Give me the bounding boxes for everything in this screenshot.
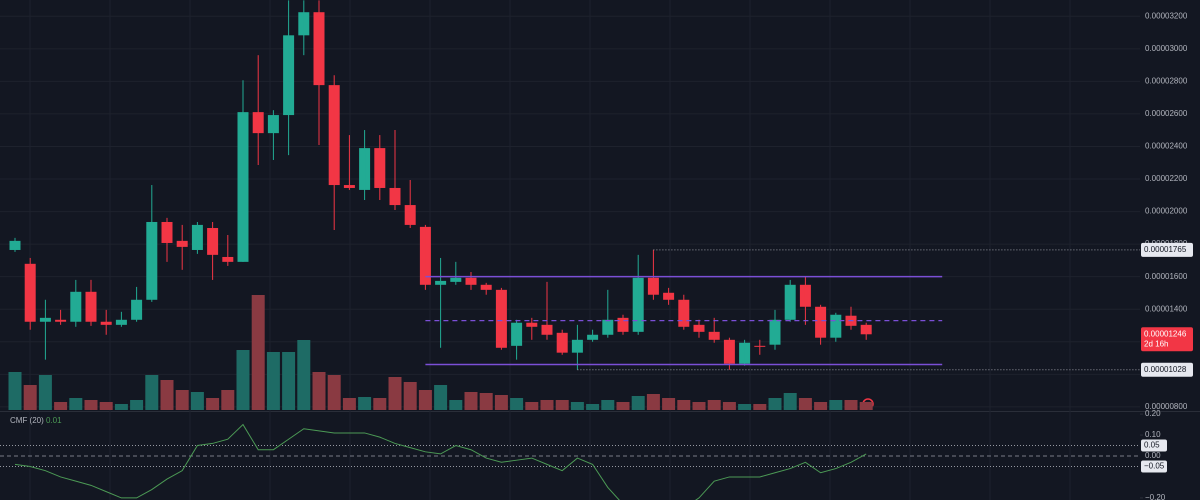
volume-bar xyxy=(388,377,402,410)
price-label-box xyxy=(1141,242,1193,257)
volume-bar xyxy=(768,398,782,410)
volume-bar xyxy=(145,375,159,410)
volume-bar xyxy=(479,393,493,410)
volume-bar xyxy=(722,402,736,410)
last-price-box xyxy=(1141,327,1193,352)
countdown-label: 2d 16h xyxy=(1144,339,1168,348)
volume-bar xyxy=(342,398,356,410)
volume-bar xyxy=(829,400,843,410)
volume-bar xyxy=(54,402,68,410)
price-label-box xyxy=(1141,362,1193,377)
volume-bar xyxy=(586,404,600,410)
volume-bar xyxy=(251,295,265,410)
volume-bar xyxy=(69,398,83,410)
volume-bar xyxy=(403,382,417,410)
y-tick-label: 0.00000800 xyxy=(1145,402,1188,411)
volume-bar xyxy=(464,392,478,410)
volume-bar xyxy=(844,400,858,410)
volume-bar xyxy=(373,398,387,410)
volume-bar xyxy=(570,402,584,410)
band-label: −0.05 xyxy=(1144,462,1165,471)
y-tick-label: 0.00002200 xyxy=(1145,174,1188,183)
volume-bar xyxy=(23,385,37,410)
band-label: 0.05 xyxy=(1144,441,1160,450)
volume-bar xyxy=(631,396,645,410)
y-tick-label: 0.00001400 xyxy=(1145,304,1188,313)
volume-bar xyxy=(418,390,432,410)
volume-bar xyxy=(130,400,144,410)
volume-bar xyxy=(783,393,797,410)
volume-bar xyxy=(206,398,220,410)
volume-bar xyxy=(616,402,630,410)
volume-bar xyxy=(449,400,463,410)
indicator-value: 0.01 xyxy=(46,416,62,425)
volume-bar xyxy=(662,398,676,410)
volume-bar xyxy=(38,375,52,410)
volume-bar xyxy=(798,398,812,410)
volume-bar xyxy=(859,402,873,410)
cmf-line xyxy=(14,423,867,500)
last-price-label: 0.00001246 xyxy=(1144,329,1187,338)
y-tick-label: 0.00001600 xyxy=(1145,272,1188,281)
band-label-box xyxy=(1141,460,1167,473)
volume-bar xyxy=(646,394,660,410)
volume-bar xyxy=(84,400,98,410)
volume-bar xyxy=(692,402,706,410)
volume-bar xyxy=(707,400,721,410)
band-label-box xyxy=(1141,439,1167,452)
volume-bar xyxy=(494,395,508,410)
volume-bar xyxy=(297,340,311,410)
volume-bar xyxy=(601,400,615,410)
volume-bar xyxy=(190,392,204,410)
volume-bar xyxy=(677,400,691,410)
volume-bar xyxy=(434,385,448,410)
y-tick-label: 0.00003000 xyxy=(1145,44,1188,53)
volume-bar xyxy=(312,372,326,410)
volume-bar xyxy=(175,390,189,410)
volume-bar xyxy=(555,400,569,410)
y-tick-label: 0.10 xyxy=(1145,430,1161,439)
volume-bar xyxy=(160,380,174,410)
y-tick-label: 0.00 xyxy=(1145,451,1161,460)
volume-bar xyxy=(99,402,113,410)
volume-bar xyxy=(266,352,280,410)
volume-bar xyxy=(753,404,767,410)
y-tick-label: 0.00002800 xyxy=(1145,76,1188,85)
volume-bar xyxy=(358,397,372,410)
y-tick-label: 0.00002000 xyxy=(1145,207,1188,216)
price-label: 0.00001765 xyxy=(1144,245,1187,254)
volume-bar xyxy=(221,390,235,410)
volume-bar xyxy=(540,400,554,410)
y-tick-label: 0.00002400 xyxy=(1145,142,1188,151)
volume-bar xyxy=(282,352,296,410)
y-tick-label: 0.00003200 xyxy=(1145,11,1188,20)
volume-bar xyxy=(814,402,828,410)
volume-bar xyxy=(114,404,128,410)
volume-bar xyxy=(738,404,752,410)
y-tick-label: 0.20 xyxy=(1145,409,1161,418)
y-tick-label: −0.20 xyxy=(1145,493,1166,500)
volume-bar xyxy=(525,402,539,410)
volume-bar xyxy=(510,398,524,410)
price-label: 0.00001028 xyxy=(1144,365,1187,374)
y-tick-label: 0.00002600 xyxy=(1145,109,1188,118)
volume-bar xyxy=(8,372,22,410)
volume-bar xyxy=(327,375,341,410)
volume-bar xyxy=(236,350,250,410)
indicator-title: CMF (20) xyxy=(10,416,44,425)
